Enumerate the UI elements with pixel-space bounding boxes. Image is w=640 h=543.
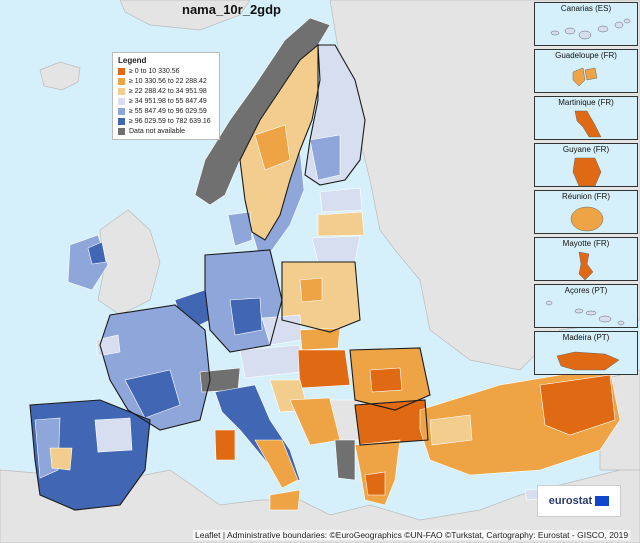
eu-flag-icon — [595, 496, 610, 506]
logo-text: eurostat — [548, 495, 593, 507]
north-africa-shape — [0, 459, 640, 543]
legend-item: Data not available — [118, 126, 214, 136]
region-ireland-east — [87, 241, 107, 265]
legend-swatch — [118, 87, 125, 95]
great-britain-shape — [97, 209, 161, 316]
legend-label: ≥ 10 330.56 to 22 288.42 — [129, 77, 207, 85]
legend: Legend ≥ 0 to 10 330.56 ≥ 10 330.56 to 2… — [112, 52, 220, 140]
legend-label: ≥ 0 to 10 330.56 — [129, 67, 180, 75]
inset-canarias[interactable]: Canarias (ES) — [534, 2, 638, 46]
region-poland-mid — [299, 277, 323, 303]
legend-item: ≥ 22 288.42 to 34 951.98 — [118, 86, 214, 96]
region-turkey-east — [539, 374, 616, 436]
inset-label: Guyane (FR) — [562, 145, 610, 154]
legend-swatch — [118, 107, 125, 115]
legend-swatch — [118, 127, 125, 135]
region-lithuania — [311, 235, 361, 263]
legend-title: Legend — [118, 56, 147, 65]
inset-map — [550, 18, 631, 40]
region-sicily — [269, 489, 301, 511]
legend-label: ≥ 96 029.59 to 782 639.16 — [129, 117, 211, 125]
inset-martinique[interactable]: Martinique (FR) — [534, 96, 638, 140]
inset-label: Açores (PT) — [564, 286, 608, 295]
region-bulgaria — [354, 399, 429, 446]
region-italy-south — [254, 439, 299, 489]
legend-item: ≥ 34 951.98 to 55 847.49 — [118, 96, 214, 106]
inset-map — [572, 157, 602, 187]
inset-map — [578, 251, 594, 281]
inset-label: Mayotte (FR) — [562, 239, 610, 248]
inset-map — [545, 300, 625, 326]
inset-label: Réunion (FR) — [561, 192, 610, 201]
region-france-south — [124, 369, 181, 419]
region-sardinia — [214, 429, 236, 461]
region-portugal-center — [49, 447, 73, 471]
legend-swatch — [118, 97, 125, 105]
legend-item: ≥ 10 330.56 to 22 288.42 — [118, 76, 214, 86]
inset-label: Martinique (FR) — [558, 98, 614, 107]
region-hungary — [297, 349, 351, 389]
region-germany-south — [229, 297, 263, 336]
iceland-shape — [39, 61, 81, 91]
region-latvia — [317, 211, 365, 237]
inset-map — [572, 67, 598, 87]
region-peloponnese — [364, 471, 386, 496]
inset-label: Guadeloupe (FR) — [555, 51, 617, 60]
inset-guadeloupe[interactable]: Guadeloupe (FR) — [534, 49, 638, 93]
inset-reunion[interactable]: Réunion (FR) — [534, 190, 638, 234]
inset-map — [574, 110, 602, 138]
region-denmark — [227, 211, 253, 247]
region-greece — [354, 439, 401, 506]
inset-map — [556, 351, 620, 371]
legend-swatch — [118, 77, 125, 85]
inset-guyane[interactable]: Guyane (FR) — [534, 143, 638, 187]
eurostat-logo: eurostat — [537, 485, 621, 517]
map-title: nama_10r_2gdp — [182, 2, 281, 17]
legend-item: ≥ 96 029.59 to 782 639.16 — [118, 116, 214, 126]
region-romania-center — [369, 367, 403, 393]
region-slovakia — [299, 327, 341, 351]
legend-item: ≥ 55 847.49 to 96 029.59 — [118, 106, 214, 116]
region-finland-south — [309, 134, 341, 181]
inset-map — [570, 206, 604, 232]
region-spain-center — [94, 417, 133, 453]
inset-label: Madeira (PT) — [562, 333, 610, 342]
legend-label: ≥ 22 288.42 to 34 951.98 — [129, 87, 207, 95]
legend-swatch — [118, 117, 125, 125]
region-austria — [239, 344, 301, 379]
legend-item: ≥ 0 to 10 330.56 — [118, 66, 214, 76]
inset-acores[interactable]: Açores (PT) — [534, 284, 638, 328]
region-estonia — [319, 187, 363, 213]
greenland-shape — [119, 0, 251, 31]
map-attribution[interactable]: Leaflet | Administrative boundaries: ©Eu… — [193, 530, 631, 540]
inset-label: Canarias (ES) — [560, 4, 612, 13]
legend-label: ≥ 55 847.49 to 96 029.59 — [129, 107, 207, 115]
legend-swatch — [118, 67, 125, 75]
inset-mayotte[interactable]: Mayotte (FR) — [534, 237, 638, 281]
country-borders — [29, 43, 431, 511]
region-albania — [334, 439, 356, 481]
inset-madeira[interactable]: Madeira (PT) — [534, 331, 638, 375]
legend-label: Data not available — [129, 127, 186, 135]
legend-label: ≥ 34 951.98 to 55 847.49 — [129, 97, 207, 105]
region-sweden-mid — [254, 124, 291, 171]
region-turkey-west — [429, 414, 473, 446]
